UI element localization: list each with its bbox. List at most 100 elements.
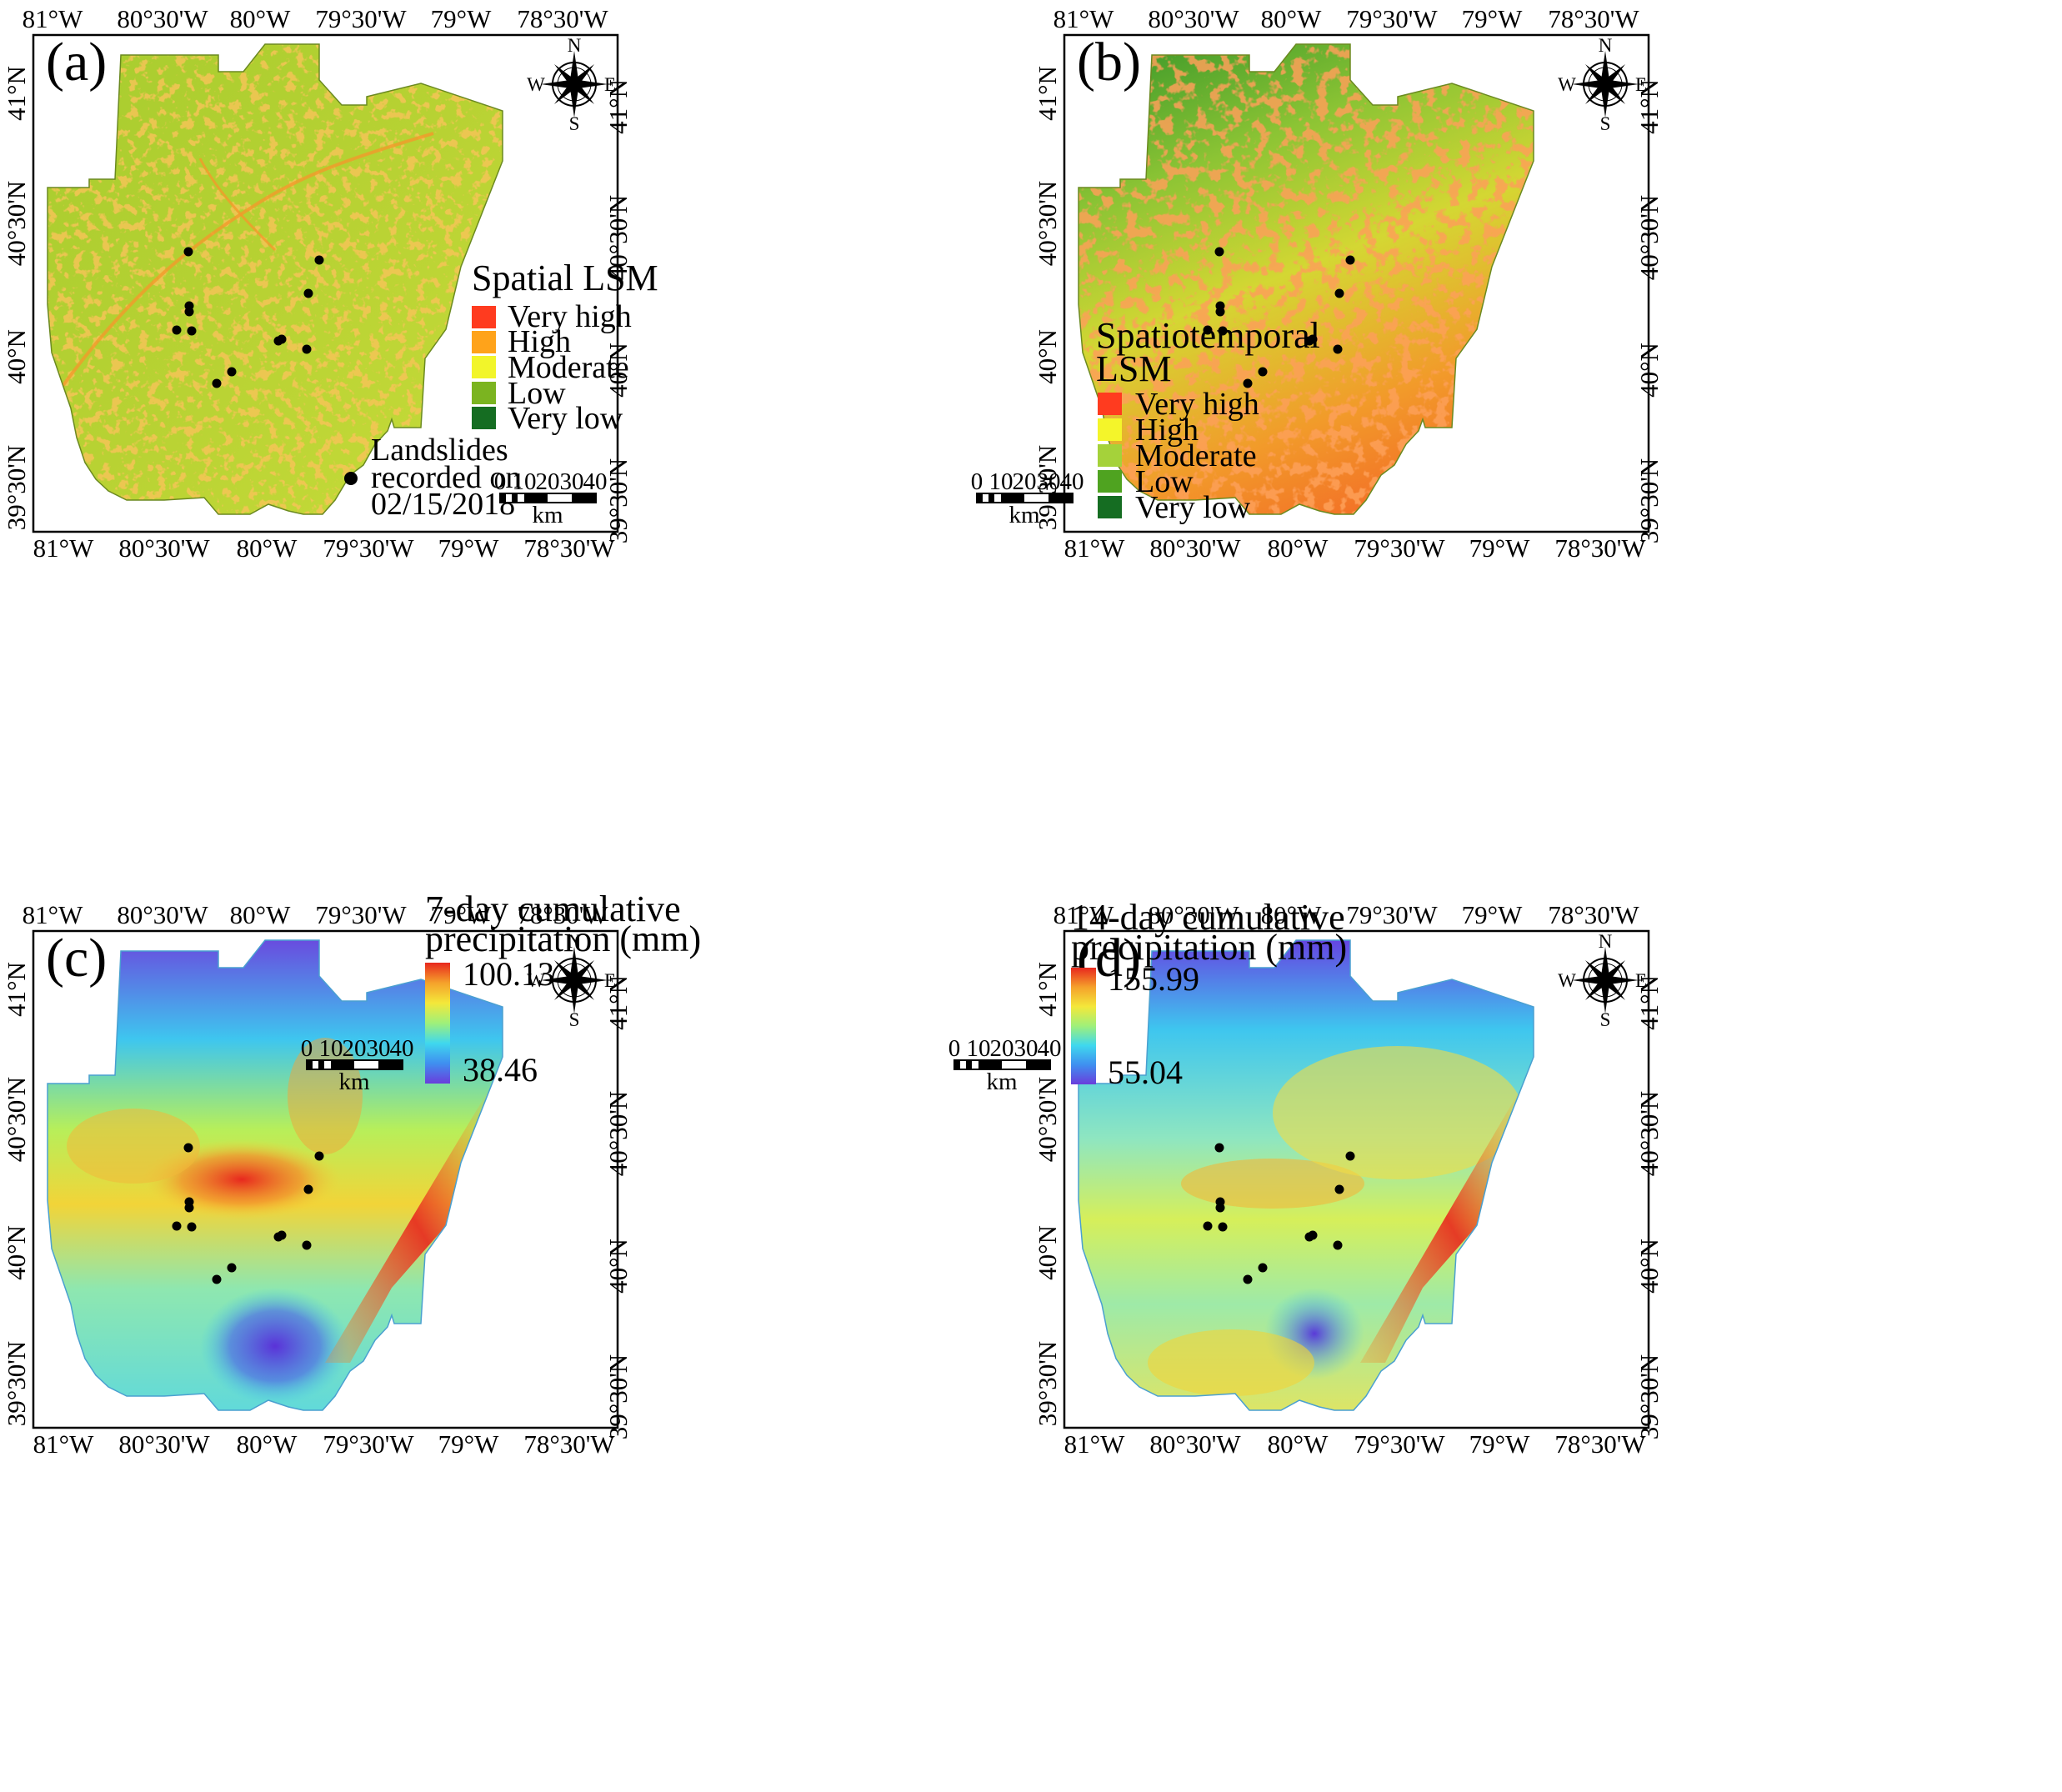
map-figure-d: (d) 81°W 80°30'W 80°W 79°30'W 79°W 78°30… bbox=[948, 897, 1664, 1459]
precip-color-ramp bbox=[1071, 968, 1096, 1084]
landslide-marker bbox=[1258, 367, 1268, 377]
legend-swatch-high bbox=[1098, 418, 1122, 441]
lat-label: 39°30'N bbox=[1033, 1341, 1062, 1426]
compass-south: S bbox=[1600, 113, 1611, 134]
lon-label: 80°W bbox=[1268, 533, 1329, 563]
left-latitude-labels: 41°N 40°30'N 40°N 39°30'N bbox=[2, 962, 31, 1426]
top-longitude-labels: 81°W 80°30'W 80°W 79°30'W 79°W 78°30'W bbox=[23, 900, 609, 929]
map-frame-b bbox=[1063, 33, 1650, 533]
lon-label: 81°W bbox=[1054, 4, 1114, 33]
landslide-marker bbox=[302, 1240, 312, 1250]
landslide-marker bbox=[1215, 307, 1225, 317]
landslide-marker bbox=[1345, 255, 1355, 265]
legend-title: 7-day cumulative bbox=[425, 888, 681, 929]
lat-label: 40°30'N bbox=[2, 1077, 31, 1162]
legend-b: Spatiotemporal LSM Very high High Modera… bbox=[1096, 315, 1320, 525]
scale-bar: 0 10 20 30 40 km bbox=[494, 468, 608, 528]
right-latitude-labels: 41°N 40°30'N 40°N 39°30'N bbox=[1634, 975, 1664, 1439]
scale-tick: 40 bbox=[583, 468, 608, 495]
scale-tick: 30 bbox=[560, 468, 584, 495]
legend-label-moderate: Moderate bbox=[1135, 438, 1257, 473]
lon-label: 80°30'W bbox=[118, 533, 210, 563]
compass-west: W bbox=[527, 74, 545, 95]
lat-label: 40°N bbox=[1634, 1239, 1664, 1294]
precip-color-ramp bbox=[425, 963, 450, 1084]
scale-tick: 0 bbox=[948, 1035, 961, 1062]
top-longitude-labels: 81°W 80°30'W 80°W 79°30'W 79°W 78°30'W bbox=[1054, 4, 1640, 33]
ramp-min-label: 55.04 bbox=[1108, 1054, 1183, 1091]
map-frame-c bbox=[32, 929, 619, 1429]
lon-label: 79°30'W bbox=[323, 1429, 414, 1459]
lat-label: 40°30'N bbox=[603, 195, 633, 280]
landslide-marker bbox=[172, 1221, 182, 1231]
lon-label: 79°30'W bbox=[1346, 900, 1438, 929]
lat-label: 41°N bbox=[1033, 66, 1062, 121]
scale-tick: 10 bbox=[319, 1035, 343, 1062]
landslide-marker bbox=[1258, 1263, 1268, 1273]
lat-label: 40°30'N bbox=[603, 1091, 633, 1176]
map-frame-a bbox=[32, 33, 619, 533]
lat-label: 41°N bbox=[603, 975, 633, 1030]
map-figure-a: (a) 81°W 80°30'W 80°W 79°30'W 79°W 78°30… bbox=[2, 4, 658, 563]
top-longitude-labels: 81°W 80°30'W 80°W 79°30'W 79°W 78°30'W bbox=[1054, 900, 1640, 929]
landslide-marker bbox=[1214, 247, 1224, 257]
legend-title: Spatial LSM bbox=[472, 258, 658, 298]
lat-label: 39°30'N bbox=[2, 445, 31, 530]
lon-label: 81°W bbox=[1054, 900, 1114, 929]
landslide-marker bbox=[184, 307, 194, 317]
lon-label: 81°W bbox=[23, 900, 83, 929]
north-arrow-compass: N S E W bbox=[1558, 35, 1647, 134]
top-longitude-labels: 81°W 80°30'W 80°W 79°30'W 79°W 78°30'W bbox=[23, 4, 609, 33]
lon-label: 80°W bbox=[237, 533, 298, 563]
lon-label: 80°30'W bbox=[117, 900, 208, 929]
legend-label-moderate: Moderate bbox=[508, 350, 629, 385]
lon-label: 81°W bbox=[1064, 1429, 1125, 1459]
map-figure-b: (b) 81°W 80°30'W 80°W 79°30'W 79°W 78°30… bbox=[971, 4, 1664, 563]
lat-label: 40°30'N bbox=[1634, 195, 1664, 280]
landslide-marker bbox=[1308, 1230, 1318, 1240]
scale-unit: km bbox=[338, 1069, 370, 1095]
landslide-marker bbox=[1334, 288, 1344, 298]
right-latitude-labels: 41°N 40°30'N 40°N 39°30'N bbox=[603, 975, 633, 1439]
landslide-legend-marker bbox=[344, 472, 358, 485]
lon-label: 80°30'W bbox=[117, 4, 208, 33]
compass-east: E bbox=[604, 970, 616, 991]
panel-label-b: (b) bbox=[1077, 32, 1141, 93]
compass-west: W bbox=[527, 970, 545, 991]
ramp-min-label: 38.46 bbox=[463, 1051, 538, 1089]
landslide-marker bbox=[302, 344, 312, 354]
legend-swatch-very-low bbox=[472, 407, 496, 429]
landslide-marker bbox=[277, 334, 287, 344]
lon-label: 81°W bbox=[1064, 533, 1125, 563]
landslide-points-b bbox=[1203, 247, 1355, 388]
legend-label-low: Low bbox=[1135, 464, 1194, 499]
lon-label: 78°30'W bbox=[1548, 900, 1639, 929]
lat-label: 40°N bbox=[1033, 1225, 1062, 1280]
landslide-marker bbox=[1218, 1222, 1228, 1232]
scale-tick: 0 bbox=[301, 1035, 313, 1062]
lon-label: 78°30'W bbox=[1554, 1429, 1646, 1459]
lon-label: 81°W bbox=[33, 533, 94, 563]
compass-south: S bbox=[569, 113, 580, 134]
north-arrow-compass: N S E W bbox=[527, 35, 616, 134]
lat-label: 41°N bbox=[2, 66, 31, 121]
map-raster-d bbox=[1079, 940, 1534, 1410]
lat-label: 39°30'N bbox=[2, 1341, 31, 1426]
compass-east: E bbox=[1635, 970, 1647, 991]
left-latitude-labels: 41°N 40°30'N 40°N 39°30'N bbox=[1033, 66, 1062, 530]
left-latitude-labels: 41°N 40°30'N 40°N 39°30'N bbox=[2, 66, 31, 530]
legend-swatch-very-high bbox=[472, 306, 496, 328]
landslide-marker bbox=[1218, 326, 1228, 336]
landslide-marker bbox=[227, 367, 237, 377]
compass-north: N bbox=[1599, 35, 1613, 56]
landslide-points-a bbox=[172, 247, 324, 388]
landslide-marker bbox=[1333, 344, 1343, 354]
landslide-marker bbox=[314, 255, 324, 265]
lon-label: 79°W bbox=[1469, 1429, 1530, 1459]
scale-tick: 40 bbox=[1060, 468, 1084, 495]
scale-tick: 30 bbox=[367, 1035, 391, 1062]
lon-label: 79°W bbox=[438, 533, 499, 563]
landslide-points-c bbox=[172, 1143, 324, 1284]
lon-label: 80°W bbox=[237, 1429, 298, 1459]
legend-swatch-very-high bbox=[1098, 393, 1122, 415]
